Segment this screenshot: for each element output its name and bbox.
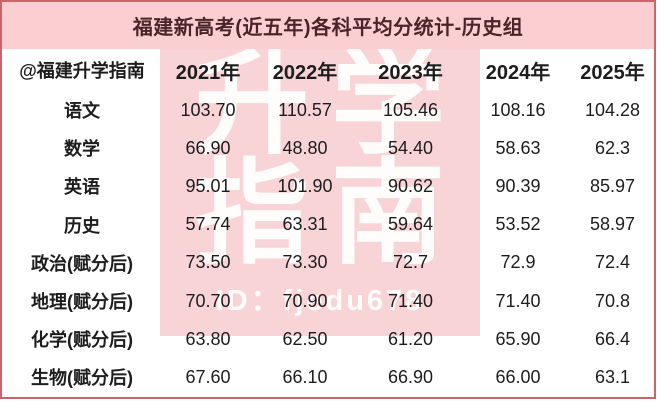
score-cell: 58.97	[589, 214, 636, 235]
score-cell: 54.40	[387, 137, 434, 158]
score-cell: 110.57	[278, 99, 332, 120]
score-cell: 70.90	[282, 290, 328, 311]
score-cell: 85.97	[589, 175, 636, 196]
score-cell: 62.50	[282, 328, 328, 349]
score-cell: 67.60	[185, 366, 231, 387]
score-cell: 73.50	[185, 252, 231, 273]
table-corner-label: @福建升学指南	[19, 61, 145, 81]
score-cell: 103.70	[180, 99, 236, 120]
score-cell: 71.40	[387, 290, 434, 311]
score-cell: 95.01	[185, 175, 231, 196]
title-bar: 福建新高考(近五年)各科平均分统计-历史组	[2, 2, 654, 49]
score-cell: 90.62	[387, 175, 434, 196]
score-cell: 58.63	[495, 137, 541, 158]
score-cell: 66.10	[282, 366, 328, 387]
score-cell: 71.40	[495, 290, 541, 311]
score-cell: 108.16	[490, 99, 546, 120]
score-cell: 105.46	[382, 99, 439, 120]
column-header-2021: 2021年	[175, 61, 241, 84]
score-cell: 65.90	[495, 328, 541, 349]
score-cell: 63.80	[185, 328, 231, 349]
score-cell: 66.4	[594, 328, 631, 349]
score-cell: 59.64	[387, 214, 434, 235]
score-cell: 101.90	[277, 175, 333, 196]
row-label: 英语	[64, 177, 100, 198]
row-label: 历史	[64, 215, 100, 236]
row-label: 地理(赋分后)	[31, 292, 133, 313]
score-cell: 66.00	[495, 366, 541, 387]
score-cell: 73.30	[282, 252, 328, 273]
score-table: @福建升学指南 2021年 2022年 2023年 2024年 2025年 语文…	[2, 49, 654, 397]
row-label: 语文	[64, 101, 100, 122]
score-cell: 72.7	[392, 252, 429, 273]
score-cell: 72.9	[500, 252, 536, 273]
score-cell: 53.52	[495, 214, 541, 235]
row-label: 化学(赋分后)	[31, 330, 133, 351]
row-label: 数学	[64, 139, 100, 160]
column-header-2025: 2025年	[580, 61, 645, 84]
score-cell: 66.90	[387, 366, 434, 387]
score-cell: 70.70	[185, 290, 231, 311]
score-cell: 104.28	[584, 99, 641, 120]
score-cell: 48.80	[282, 137, 328, 158]
score-table-area: 升学 指南 ID：fjedu678 @福建升学指南 2021年 2022年 20…	[2, 49, 654, 397]
row-label: 政治(赋分后)	[31, 253, 133, 274]
score-cell: 61.20	[387, 328, 434, 349]
score-cell: 62.3	[594, 137, 631, 158]
column-header-2024: 2024年	[485, 61, 551, 84]
score-cell: 90.39	[495, 175, 541, 196]
page-title: 福建新高考(近五年)各科平均分统计-历史组	[132, 17, 524, 39]
row-label: 生物(赋分后)	[31, 368, 133, 389]
score-cell: 57.74	[185, 214, 231, 235]
column-header-2022: 2022年	[272, 61, 338, 84]
score-cell: 72.4	[594, 252, 631, 273]
column-header-2023: 2023年	[378, 61, 443, 84]
score-cell: 66.90	[185, 137, 231, 158]
score-cell: 70.8	[594, 290, 631, 311]
score-cell: 63.1	[594, 366, 631, 387]
score-cell: 63.31	[282, 214, 328, 235]
